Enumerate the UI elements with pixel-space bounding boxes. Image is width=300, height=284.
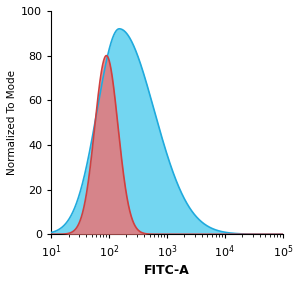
X-axis label: FITC-A: FITC-A [144, 264, 190, 277]
Y-axis label: Normalized To Mode: Normalized To Mode [7, 70, 17, 175]
